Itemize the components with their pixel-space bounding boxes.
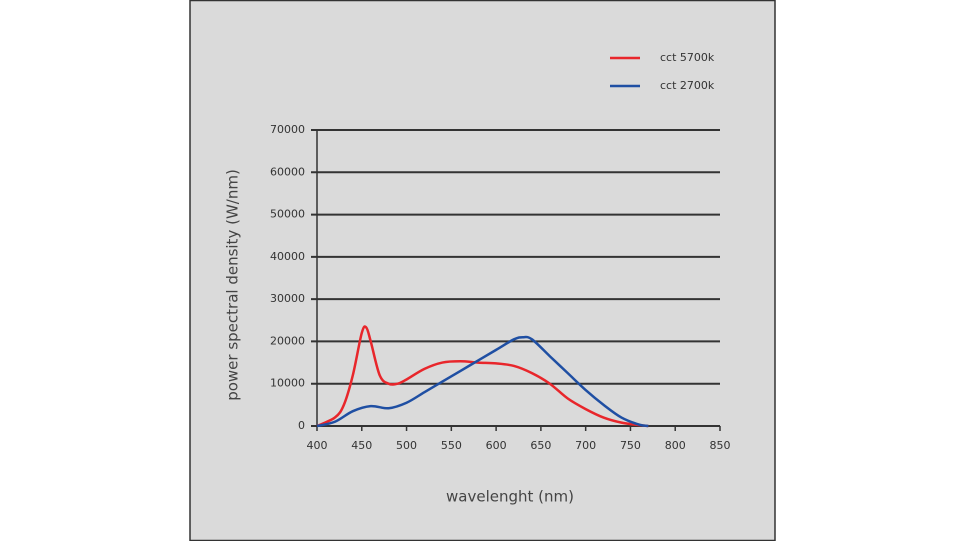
y-tick-label: 50000 (270, 208, 305, 221)
x-tick-label: 850 (710, 439, 731, 452)
y-tick-label: 30000 (270, 292, 305, 305)
x-tick-label: 800 (665, 439, 686, 452)
x-tick-label: 500 (396, 439, 417, 452)
x-tick-label: 400 (307, 439, 328, 452)
x-tick-label: 700 (575, 439, 596, 452)
series-line (316, 335, 649, 428)
chart-panel (189, 0, 776, 542)
y-tick-label: 20000 (270, 334, 305, 347)
y-tick-label: 10000 (270, 377, 305, 390)
x-tick-label: 600 (486, 439, 507, 452)
y-tick-label: 70000 (270, 123, 305, 136)
legend-label: cct 5700k (660, 51, 715, 64)
series-line (316, 325, 649, 428)
y-axis-title: power spectral density (W/nm) (224, 169, 242, 401)
x-tick-label: 750 (620, 439, 641, 452)
y-tick-label: 0 (298, 419, 305, 432)
legend-label: cct 2700k (660, 79, 715, 92)
y-tick-label: 60000 (270, 165, 305, 178)
y-tick-label: 40000 (270, 250, 305, 263)
x-tick-label: 550 (441, 439, 462, 452)
x-tick-label: 450 (351, 439, 372, 452)
x-tick-label: 650 (530, 439, 551, 452)
x-axis-title: wavelenght (nm) (446, 488, 574, 506)
